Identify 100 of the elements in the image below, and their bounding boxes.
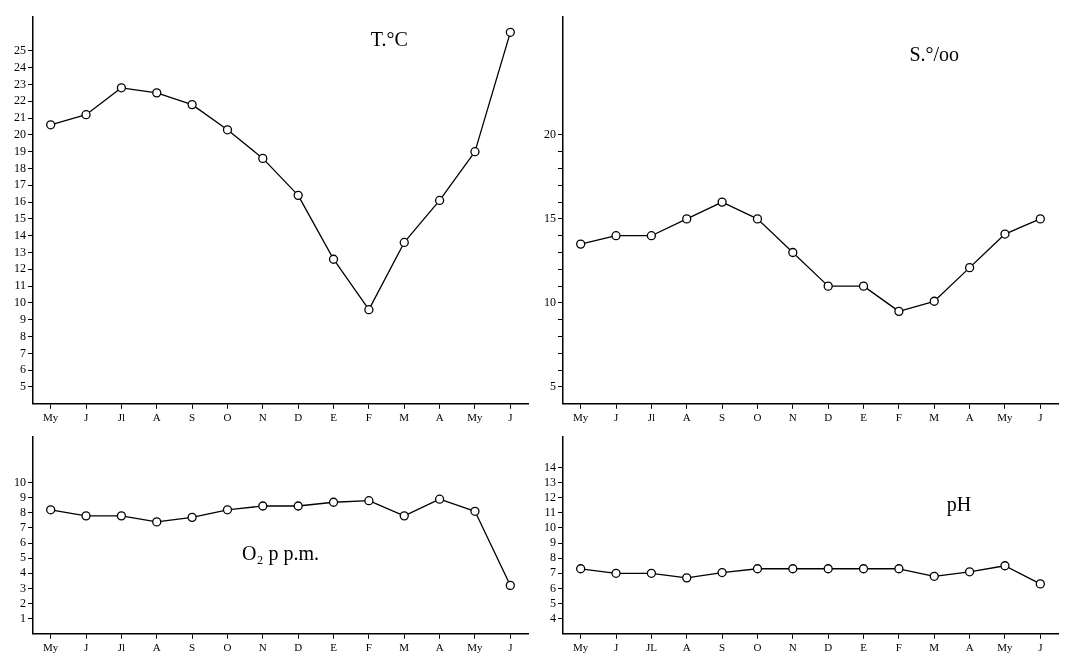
point <box>576 564 586 574</box>
y-tick-label: 11 <box>544 504 556 519</box>
x-tick-label: J <box>83 641 89 654</box>
x-tick-label: N <box>788 411 797 424</box>
y-tick-label: 2 <box>20 595 26 610</box>
point <box>823 281 833 291</box>
y-tick-label: 21 <box>14 110 26 125</box>
x-tick-label: My <box>43 411 59 424</box>
x-tick-label: My <box>573 641 589 654</box>
x-tick-label: D <box>824 411 833 424</box>
x-tick-label: J <box>508 641 514 654</box>
point <box>328 254 339 264</box>
x-tick-label: F <box>365 641 372 654</box>
x-tick-label: Jl <box>117 641 126 654</box>
y-tick-label: 10 <box>544 295 556 310</box>
y-tick-label: 20 <box>14 127 26 142</box>
point <box>470 147 480 157</box>
x-tick-label: O <box>223 641 232 654</box>
y-tick-label: 22 <box>14 93 26 108</box>
x-tick-label: F <box>895 641 902 654</box>
point <box>470 506 480 516</box>
point <box>646 568 657 578</box>
y-tick-label: 3 <box>20 580 26 595</box>
point <box>929 296 939 306</box>
point <box>364 305 374 315</box>
point <box>293 501 303 511</box>
y-tick-label: 6 <box>550 580 556 595</box>
point <box>293 190 303 201</box>
x-tick-label: J <box>1038 411 1044 424</box>
point <box>1000 561 1010 571</box>
y-tick-label: 9 <box>550 535 556 550</box>
text: O₂ p p.m. <box>242 542 319 566</box>
point <box>894 564 904 574</box>
x-tick-label: A <box>152 411 161 424</box>
y-tick-label: 13 <box>14 244 26 259</box>
y-tick-label: 5 <box>550 379 556 394</box>
y-tick-label: 7 <box>20 520 26 535</box>
x-tick-label: My <box>467 411 484 424</box>
y-tick-label: 6 <box>20 535 26 550</box>
x-tick-label: O <box>223 411 232 424</box>
point <box>964 263 975 273</box>
point <box>505 580 515 591</box>
y-tick-label: 20 <box>544 127 556 142</box>
point <box>788 247 798 258</box>
y-tick-label: 5 <box>20 379 26 394</box>
x-tick-label: My <box>997 641 1014 654</box>
point <box>81 110 91 120</box>
point <box>1035 214 1045 224</box>
x-tick-label: N <box>258 641 267 654</box>
x-tick-label: S <box>719 411 726 424</box>
y-tick-label: 15 <box>14 211 26 226</box>
y-tick-label: 19 <box>14 143 26 158</box>
x-tick-label: N <box>258 411 267 424</box>
point <box>222 125 233 135</box>
point <box>187 99 197 110</box>
point <box>717 567 727 578</box>
point <box>258 153 268 164</box>
point <box>434 195 445 206</box>
x-tick-label: J <box>613 411 619 424</box>
x-tick-label: My <box>573 411 589 424</box>
y-tick-label: 16 <box>14 194 26 209</box>
x-tick-label: My <box>467 641 484 654</box>
x-tick-label: A <box>435 641 444 654</box>
y-tick-label: 10 <box>544 520 556 535</box>
x-tick-label: M <box>399 641 410 654</box>
point <box>1035 579 1045 589</box>
x-tick-label: E <box>330 641 338 654</box>
point <box>682 214 692 224</box>
point <box>258 501 268 511</box>
x-tick-label: D <box>824 641 833 654</box>
x-tick-label: S <box>189 411 196 424</box>
x-tick-label: A <box>152 641 161 654</box>
y-tick-label: 15 <box>544 211 556 226</box>
point <box>399 237 409 248</box>
y-tick-label: 4 <box>20 565 26 580</box>
x-tick-label: J <box>508 411 514 424</box>
y-tick-label: 12 <box>14 261 26 276</box>
point <box>152 88 162 98</box>
x-tick-label: JL <box>645 641 658 654</box>
y-tick-label: 1 <box>20 610 26 625</box>
point <box>152 517 162 527</box>
y-tick-label: 9 <box>20 489 26 504</box>
x-tick-label: E <box>860 411 868 424</box>
point <box>611 231 621 241</box>
y-tick-label: 7 <box>550 565 556 580</box>
y-tick-label: 6 <box>20 362 26 377</box>
point <box>399 511 409 521</box>
point <box>611 568 621 578</box>
point <box>929 571 939 581</box>
y-tick-label: 18 <box>14 160 26 175</box>
y-tick-label: 8 <box>20 328 26 343</box>
point <box>823 564 833 574</box>
point <box>752 564 763 574</box>
point <box>116 511 127 521</box>
point <box>434 494 445 504</box>
y-tick-label: 24 <box>14 59 26 74</box>
x-tick-label: A <box>965 411 974 424</box>
text: S.°/oo <box>909 43 960 66</box>
x-tick-label: J <box>1038 641 1044 654</box>
point <box>858 281 869 291</box>
